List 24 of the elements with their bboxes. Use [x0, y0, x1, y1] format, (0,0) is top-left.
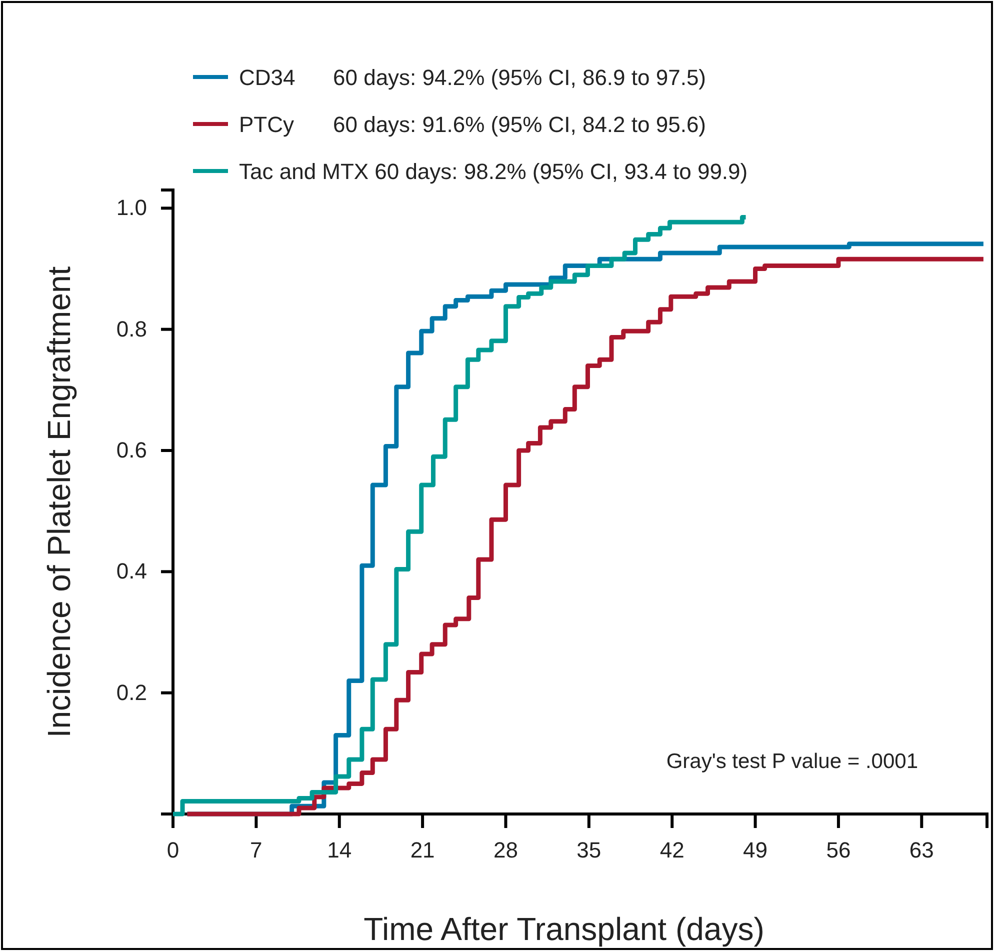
- y-axis-title: Incidence of Platelet Engraftment: [41, 266, 77, 738]
- y-tick-label: 0.2: [116, 680, 147, 705]
- x-tick-label: 0: [166, 838, 180, 863]
- y-tick-label: 0.4: [116, 558, 147, 584]
- y-tick-label: 1.0: [116, 195, 147, 220]
- x-axis-title: Time After Transplant (days): [364, 911, 764, 947]
- text: 60 days: 91.6% (95% CI, 84.2 to 95.6): [333, 112, 706, 137]
- x-tick-label: 56: [826, 838, 851, 863]
- x-tick-label: 7: [250, 838, 262, 863]
- annotation: Gray's test P value = .0001: [666, 750, 918, 773]
- x-tick-label: 21: [410, 838, 435, 863]
- legend-label: CD34: [239, 65, 296, 90]
- x-tick-label: 14: [327, 838, 352, 863]
- x-tick-label: 28: [493, 838, 518, 863]
- x-tick-label: 63: [909, 838, 934, 863]
- legend-label: Tac and MTX: [239, 159, 369, 184]
- x-tick-label: 42: [660, 838, 684, 863]
- x-tick-label: 49: [743, 838, 768, 863]
- text: 60 days: 94.2% (95% CI, 86.9 to 97.5): [333, 65, 706, 90]
- legend-label: PTCy: [239, 112, 294, 137]
- y-tick-label: 0.8: [116, 316, 147, 342]
- text: 60 days: 98.2% (95% CI, 93.4 to 99.9): [374, 159, 748, 184]
- x-tick-label: 35: [576, 838, 602, 863]
- y-tick-label: 0.6: [116, 438, 147, 463]
